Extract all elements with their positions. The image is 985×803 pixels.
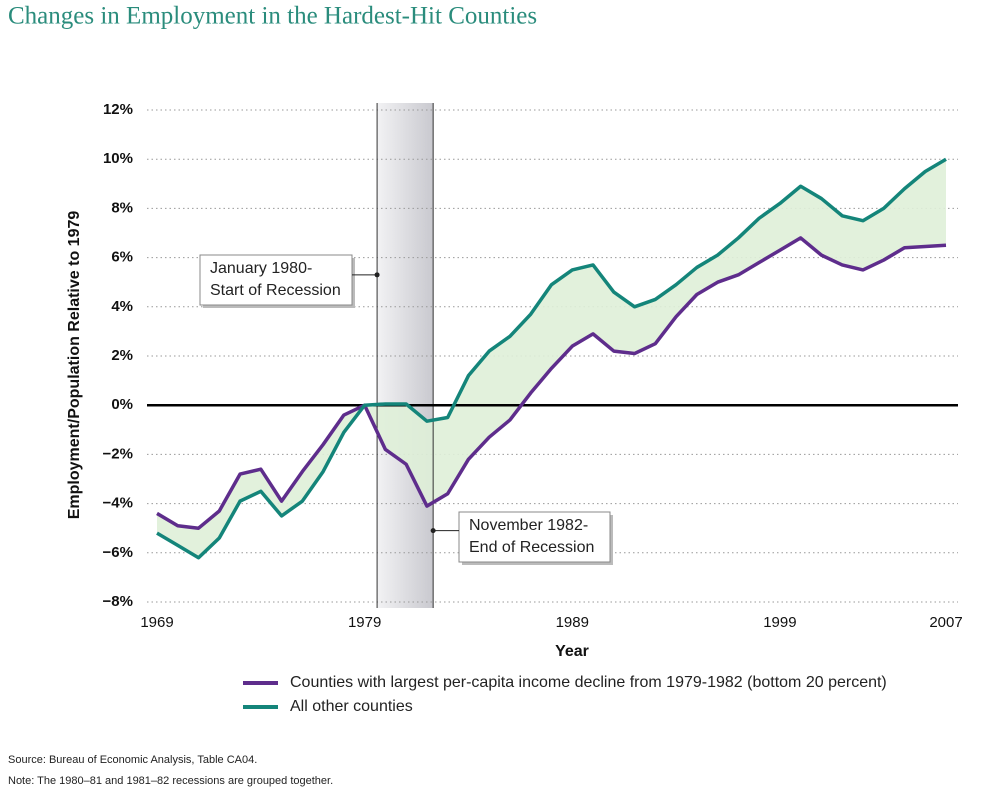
source: Source: Bureau of Economic Analysis, Tab… bbox=[8, 754, 257, 766]
y-tick-label: 8% bbox=[111, 199, 133, 216]
annotation-box bbox=[199, 254, 353, 306]
legend-label: Counties with largest per-capita income … bbox=[290, 674, 887, 691]
x-tick-label: 1989 bbox=[556, 614, 589, 631]
x-tick-label: 1979 bbox=[348, 614, 381, 631]
series-line bbox=[156, 236, 947, 530]
y-tick-label: 2% bbox=[111, 347, 133, 364]
y-tick-label: −2% bbox=[103, 445, 133, 462]
y-tick-label: 12% bbox=[103, 101, 133, 118]
y-tick-label: 10% bbox=[103, 150, 133, 167]
x-tick-label: 1969 bbox=[140, 614, 173, 631]
y-tick-label: 4% bbox=[111, 298, 133, 315]
annotation-text: Start of Recession bbox=[210, 282, 341, 299]
y-tick-label: 6% bbox=[111, 249, 133, 266]
gap-fill bbox=[157, 159, 946, 558]
annotation-dot bbox=[374, 272, 380, 278]
y-axis-label: Employment/Population Relative to 1979 bbox=[66, 211, 83, 520]
legend-label: All other counties bbox=[290, 698, 413, 715]
annotation-text: End of Recession bbox=[469, 539, 594, 556]
annotation-text: November 1982- bbox=[469, 517, 588, 534]
note: Note: The 1980–81 and 1981–82 recessions… bbox=[8, 775, 333, 787]
y-tick-label: −8% bbox=[103, 593, 133, 610]
annotation-dot bbox=[430, 528, 436, 534]
x-tick-label: 1999 bbox=[763, 614, 796, 631]
series-line bbox=[156, 157, 947, 560]
chart-title: Changes in Employment in the Hardest-Hit… bbox=[8, 3, 537, 30]
annotation-box bbox=[458, 511, 611, 563]
y-tick-label: −6% bbox=[103, 544, 133, 561]
annotation-text: January 1980- bbox=[210, 260, 312, 277]
y-tick-label: 0% bbox=[111, 396, 133, 413]
y-tick-label: −4% bbox=[103, 495, 133, 512]
x-axis-label: Year bbox=[555, 643, 589, 660]
x-tick-label: 2007 bbox=[929, 614, 962, 631]
recession-shade bbox=[377, 103, 434, 608]
